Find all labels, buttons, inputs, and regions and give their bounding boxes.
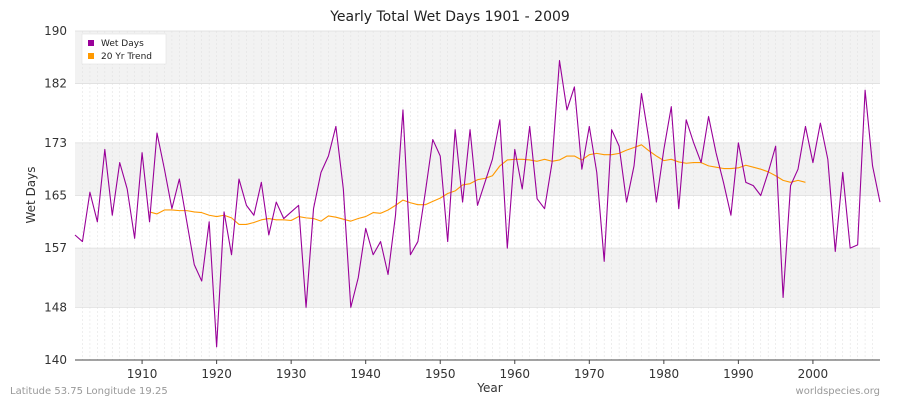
legend-label-20-yr-trend: 20 Yr Trend [101, 52, 152, 62]
x-tick-label: 1950 [425, 367, 456, 381]
x-tick-label: 2000 [798, 367, 829, 381]
series-line-wet-days [74, 60, 881, 348]
series-line-20-yr-trend [149, 144, 806, 225]
grid [75, 30, 880, 361]
x-tick-label: 1980 [649, 367, 680, 381]
chart-title: Yearly Total Wet Days 1901 - 2009 [329, 9, 570, 25]
x-tick-label: 1960 [499, 367, 530, 381]
y-tick-label: 148 [44, 300, 67, 314]
y-axis-label: Wet Days [24, 166, 38, 223]
x-axis-label: Year [476, 381, 502, 395]
x-tick-label: 1930 [276, 367, 307, 381]
legend-label-wet-days: Wet Days [101, 39, 144, 49]
y-tick-label: 182 [44, 77, 67, 91]
footer-location: Latitude 53.75 Longitude 19.25 [10, 386, 168, 397]
y-tick-label: 157 [44, 241, 67, 255]
y-tick-label: 140 [44, 353, 67, 367]
y-tick-label: 173 [44, 136, 67, 150]
x-tick-label: 1970 [574, 367, 605, 381]
x-tick-label: 1910 [127, 367, 158, 381]
x-tick-label: 1940 [350, 367, 381, 381]
legend: Wet Days 20 Yr Trend [81, 33, 167, 65]
band-1 [75, 248, 880, 308]
footer-source: worldspecies.org [796, 386, 880, 397]
y-tick-label: 190 [44, 24, 67, 38]
x-tick-label: 1990 [723, 367, 754, 381]
series-group [74, 60, 881, 348]
y-tick-label: 165 [44, 189, 67, 203]
x-tick-label: 1920 [201, 367, 232, 381]
axes: 140 148 157 165 173 182 190 1910 1920 1930 1940 195… [44, 24, 880, 381]
legend-box [81, 33, 167, 65]
legend-swatch-wet-days [88, 40, 94, 46]
legend-swatch-20-yr-trend [88, 53, 94, 59]
